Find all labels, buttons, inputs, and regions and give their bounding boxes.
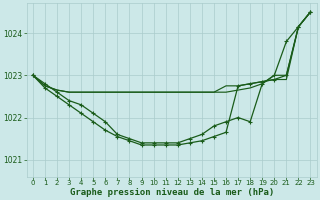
- X-axis label: Graphe pression niveau de la mer (hPa): Graphe pression niveau de la mer (hPa): [69, 188, 274, 197]
